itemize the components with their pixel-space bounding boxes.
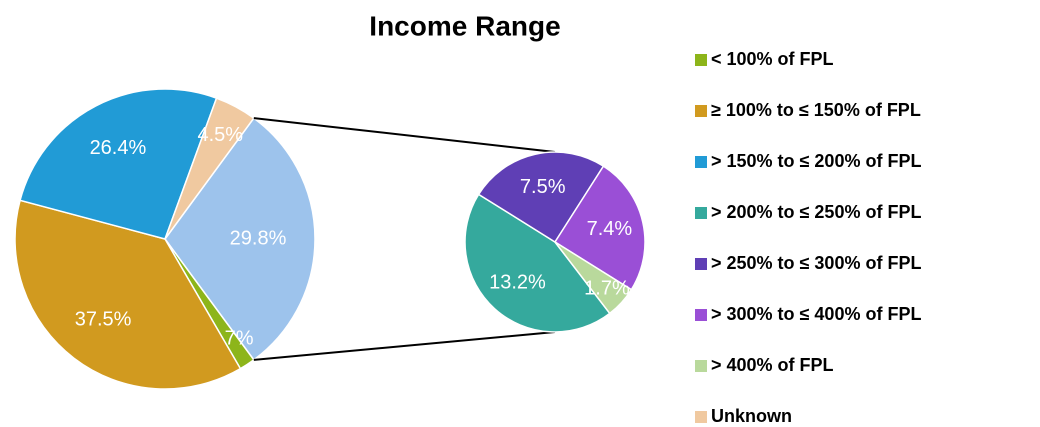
connector-line [253, 117, 556, 153]
pie-slice [164, 97, 255, 240]
legend-swatch [695, 105, 707, 117]
legend-swatch [695, 207, 707, 219]
legend-swatch [695, 258, 707, 270]
legend-swatch [695, 309, 707, 321]
data-label: 37.5% [75, 308, 132, 330]
data-label: 26.4% [90, 137, 147, 159]
data-label: 4.5% [197, 124, 243, 146]
legend-swatch [695, 54, 707, 66]
data-label: 7.4% [587, 218, 633, 240]
legend-swatch [695, 360, 707, 372]
data-label: 29.8% [230, 227, 287, 249]
connector-line [253, 331, 556, 361]
pie-slice [477, 151, 605, 244]
legend-label: > 400% of FPL [711, 355, 834, 375]
legend-label: Unknown [711, 406, 792, 426]
legend-label: > 150% to ≤ 200% of FPL [711, 151, 921, 171]
data-label: 7.5% [520, 176, 566, 198]
pie-slice [553, 165, 646, 291]
data-label: 1.7% [584, 277, 630, 299]
pie-slice [164, 117, 316, 361]
chart-title: Income Range [369, 10, 560, 41]
pie-slice [14, 199, 242, 390]
legend-swatch [695, 156, 707, 168]
legend-label: > 200% to ≤ 250% of FPL [711, 202, 921, 222]
legend-label: > 250% to ≤ 300% of FPL [711, 253, 921, 273]
legend-label: > 300% to ≤ 400% of FPL [711, 304, 921, 324]
pie-slice [554, 241, 633, 315]
legend-swatch [695, 411, 707, 423]
legend-label: < 100% of FPL [711, 49, 834, 69]
legend-label: ≥ 100% to ≤ 150% of FPL [711, 100, 921, 120]
pie-slice [464, 193, 611, 333]
pie-slice [19, 88, 218, 240]
data-label: 13.2% [489, 272, 546, 294]
